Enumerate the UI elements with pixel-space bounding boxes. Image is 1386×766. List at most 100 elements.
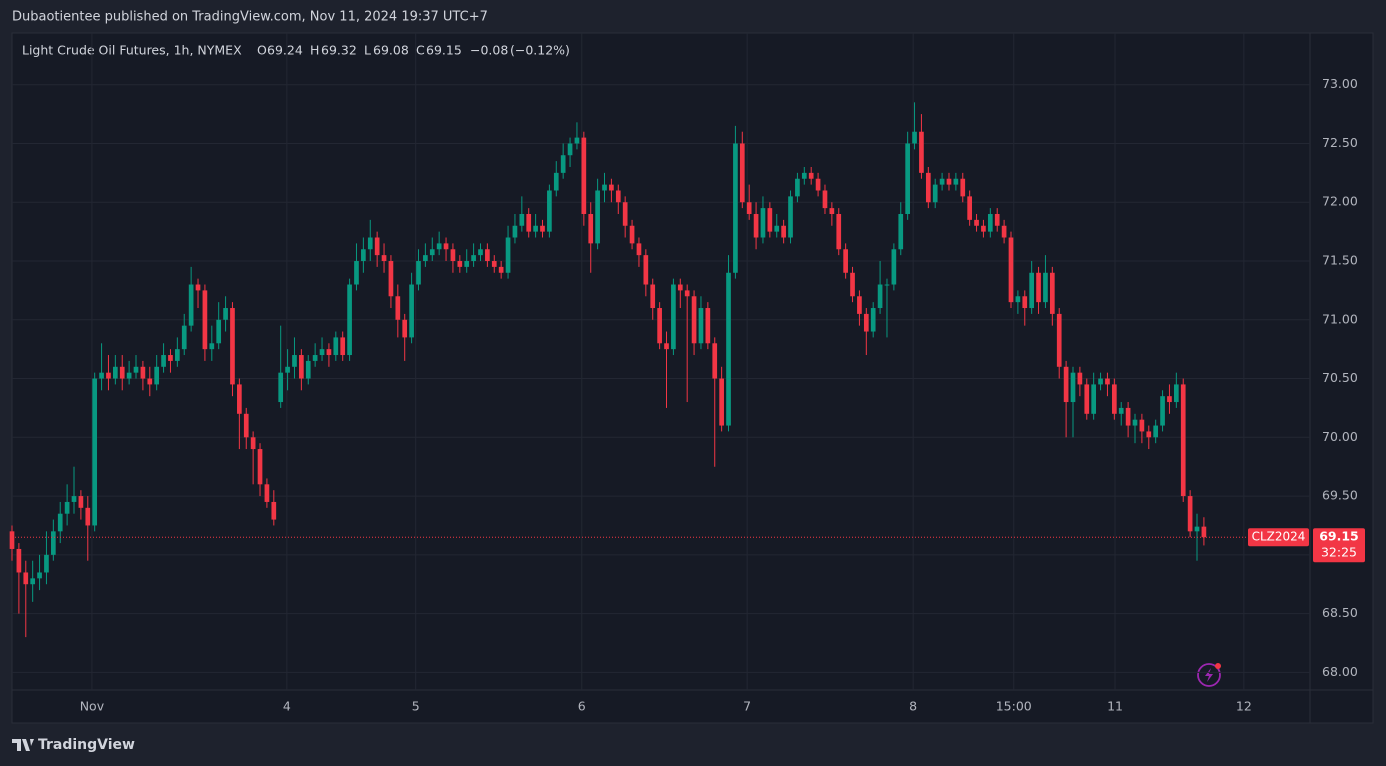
x-tick-label: 6 (578, 699, 586, 714)
candle-body (436, 243, 442, 250)
candle-body (312, 355, 318, 361)
candle-body (361, 249, 366, 262)
candle-body (16, 548, 22, 573)
symbol-label: CLZ2024 (1252, 530, 1306, 544)
candle-body (863, 313, 869, 332)
icon-ring (1197, 663, 1221, 687)
candle-body (967, 196, 972, 220)
candle-body (857, 296, 862, 314)
candle-body (498, 266, 504, 273)
candle-body (168, 355, 173, 361)
candle-body (126, 372, 132, 379)
candle-body (1118, 407, 1124, 414)
price-tag (1313, 528, 1365, 563)
candle-body (230, 308, 235, 385)
candle-body (925, 172, 931, 203)
candle-body (1201, 526, 1207, 538)
candle-body (808, 172, 814, 179)
y-tick-label: 68.00 (1322, 664, 1358, 679)
candle-body (1111, 384, 1117, 414)
candle-body (1146, 431, 1152, 438)
y-tick-label: 72.50 (1322, 135, 1358, 150)
candle-body (615, 190, 621, 203)
candle-body (753, 213, 759, 238)
candle-body (767, 208, 773, 232)
candle-body (987, 213, 993, 232)
candle-body (250, 437, 256, 450)
candle-body (581, 137, 587, 214)
candle-body (553, 172, 559, 191)
candle-body (602, 184, 607, 191)
candle-body (1015, 296, 1021, 303)
candle-body (1056, 313, 1062, 367)
candle-body (994, 213, 1000, 226)
candle-body (547, 190, 552, 232)
candle-body (209, 343, 215, 350)
candle-body (195, 284, 201, 291)
candle-body (140, 366, 146, 379)
candle-body (71, 496, 77, 502)
chart-panel (11, 32, 1374, 724)
candle-body (50, 531, 56, 555)
candle-body (305, 360, 311, 379)
x-tick-label: 8 (909, 699, 917, 714)
candle-body (450, 249, 456, 262)
candle-body (133, 366, 139, 373)
change-value: −0.08 (470, 43, 508, 58)
candle-body (491, 261, 497, 267)
candle-body (485, 249, 490, 262)
candle-body (292, 355, 297, 367)
candle-body (671, 284, 676, 350)
candle-body (99, 372, 104, 379)
candle-body (147, 378, 153, 385)
candle-body (884, 284, 890, 286)
candle-body (733, 143, 738, 273)
candle-body (285, 366, 290, 373)
candle-body (154, 366, 160, 385)
candle-body (629, 225, 635, 244)
candle-body (326, 349, 332, 356)
candle-body (381, 255, 387, 262)
candle-body (423, 255, 428, 262)
candle-body (801, 172, 807, 179)
candle-body (677, 284, 683, 291)
candle-body (850, 272, 855, 297)
candle-body (512, 225, 518, 238)
candle-body (1167, 396, 1172, 403)
candle-body (574, 137, 580, 144)
candle-body (57, 513, 63, 532)
candle-body (1084, 384, 1090, 414)
symbol-tag (1248, 528, 1309, 547)
candle-body (278, 372, 284, 403)
brand: TradingView (38, 737, 135, 753)
candle-body (471, 255, 476, 262)
candle-body (870, 308, 876, 332)
candle-body (691, 296, 697, 344)
x-tick-label: 7 (743, 699, 751, 714)
candle-body (946, 178, 952, 185)
candle-body (526, 213, 532, 232)
candle-body (609, 184, 614, 191)
candle-body (1091, 384, 1097, 414)
candle-body (1105, 378, 1110, 385)
candle-body (698, 308, 704, 344)
candle-body (657, 308, 662, 344)
publisher-line: Dubaotientee published on TradingView.co… (12, 10, 488, 25)
y-tick-label: 70.50 (1322, 370, 1358, 385)
candle-body (374, 237, 380, 256)
candle-body (264, 484, 270, 502)
candle-body (1029, 272, 1035, 309)
candle-body (202, 290, 208, 350)
candle-body (1049, 272, 1055, 314)
candle-body (64, 501, 70, 514)
candle-body (395, 296, 401, 320)
y-tick-label: 70.00 (1322, 429, 1358, 444)
candle-body (1132, 419, 1138, 426)
footer-logo: TradingView (12, 737, 135, 753)
candle-body (464, 261, 470, 267)
candle-body (429, 249, 435, 256)
x-tick-label: 5 (412, 699, 420, 714)
candle-body (1139, 419, 1145, 432)
candle-body (643, 255, 649, 285)
